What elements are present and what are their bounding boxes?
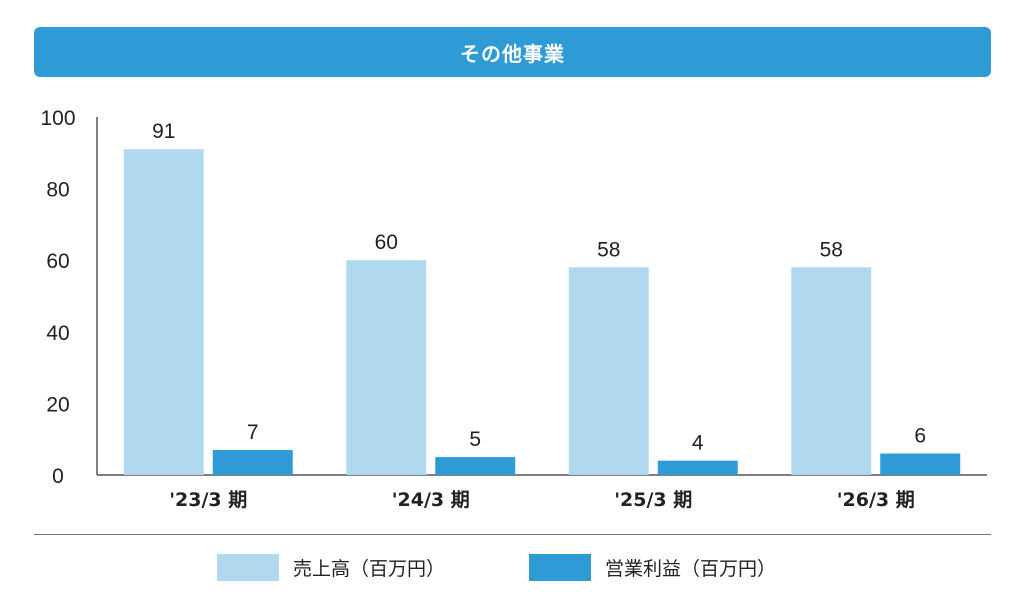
legend-swatch-profit [529, 553, 591, 581]
x-tick-label: '23/3 期 [169, 489, 247, 511]
data-label: 5 [469, 428, 481, 451]
legend-label-sales: 売上高（百万円） [293, 557, 446, 580]
x-tick-label: '25/3 期 [614, 489, 692, 511]
data-label: 7 [247, 421, 259, 444]
data-label: 91 [152, 120, 175, 143]
legend: 売上高（百万円） 営業利益（百万円） [0, 552, 1025, 582]
y-tick-label: 20 [46, 393, 69, 416]
bar [435, 457, 516, 475]
bar [346, 260, 427, 475]
legend-swatch-sales [217, 553, 279, 581]
legend-divider [34, 534, 991, 535]
x-tick-label: '26/3 期 [837, 489, 915, 511]
bar [880, 453, 961, 475]
bar [212, 449, 293, 475]
legend-item-sales: 売上高（百万円） [217, 552, 445, 582]
chart-title: その他事業 [460, 41, 565, 66]
data-label: 60 [375, 231, 398, 254]
legend-label-profit: 営業利益（百万円） [605, 557, 777, 580]
bar-chart: 0 20 40 60 80 100 91 7 '23/3 期 60 5 '24/3 期 58 4 '25/3… [40, 107, 987, 511]
y-tick-label: 80 [46, 179, 69, 202]
data-label: 4 [692, 432, 704, 455]
y-tick-label: 100 [40, 107, 75, 130]
bar [657, 460, 738, 475]
data-label: 58 [820, 238, 843, 261]
y-tick-label: 40 [46, 322, 69, 345]
data-label: 6 [914, 425, 926, 448]
bar [791, 267, 872, 475]
bar [123, 149, 204, 475]
x-tick-label: '24/3 期 [392, 489, 470, 511]
chart-header: その他事業 [34, 27, 991, 77]
data-label: 58 [597, 238, 620, 261]
y-tick-label: 60 [46, 250, 69, 273]
bar [568, 267, 649, 475]
y-tick-label: 0 [52, 465, 64, 488]
legend-item-profit: 営業利益（百万円） [529, 552, 776, 582]
